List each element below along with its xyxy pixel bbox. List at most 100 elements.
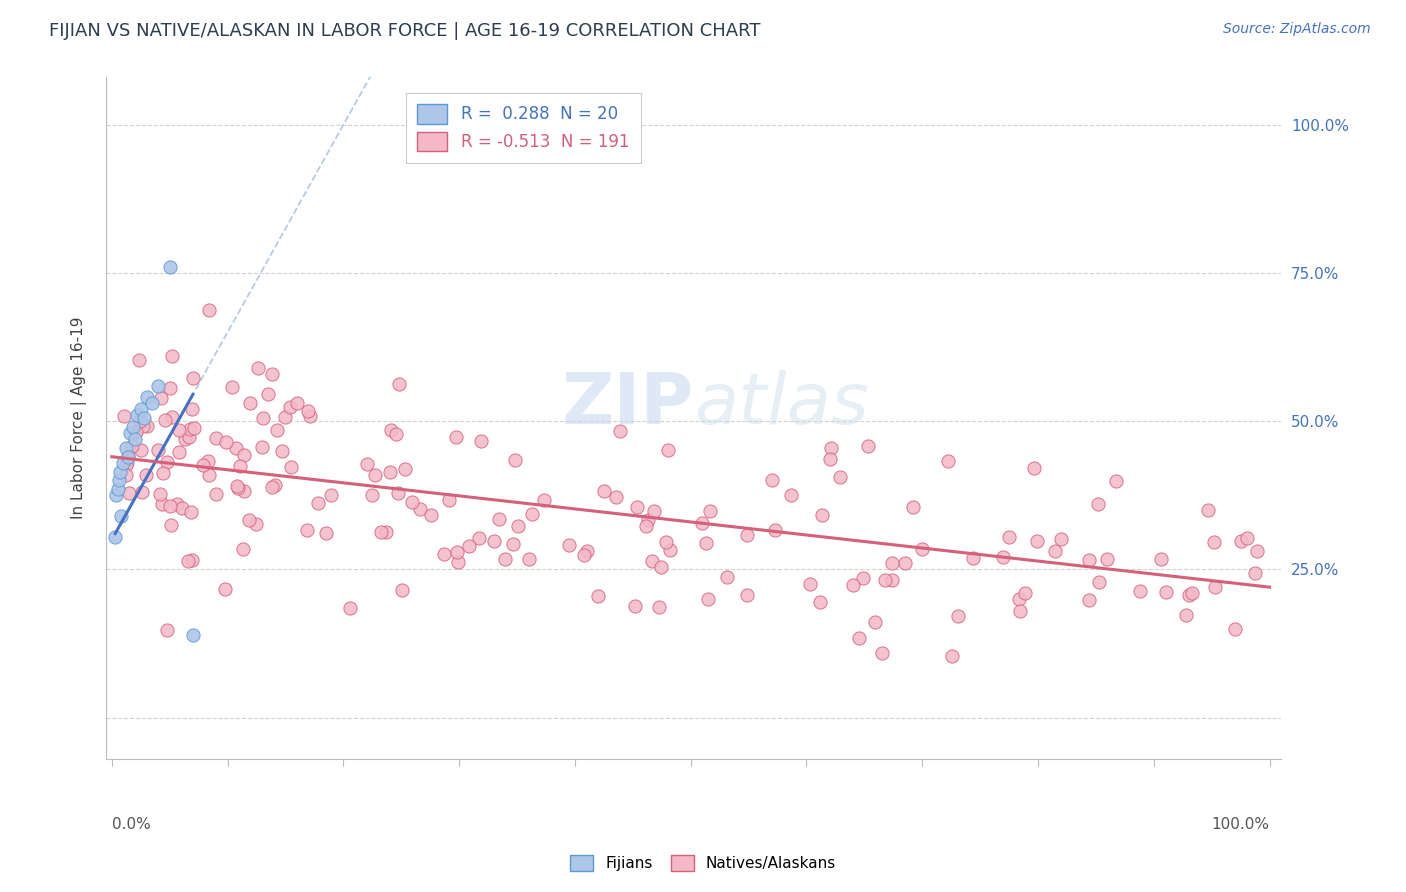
Point [260, 368, 283, 382]
Point [356, 458, 378, 472]
Point [901, 500, 924, 514]
Point [159, 260, 181, 274]
Point [911, 542, 934, 557]
Point [828, 469, 851, 483]
Point [166, 497, 188, 511]
Point [848, 631, 870, 645]
Point [1225, 622, 1247, 636]
Point [375, 524, 398, 539]
Point [716, 570, 738, 584]
Point [470, 434, 492, 448]
Point [856, 439, 879, 453]
Point [1077, 593, 1099, 607]
Point [114, 441, 136, 455]
Point [1246, 544, 1268, 558]
Point [1104, 474, 1126, 488]
Point [264, 478, 287, 492]
Point [162, 350, 184, 364]
Point [129, 414, 152, 428]
Point [221, 380, 243, 394]
Point [636, 519, 658, 533]
Point [446, 545, 468, 559]
Point [115, 467, 138, 482]
Point [232, 448, 254, 462]
Point [391, 582, 413, 597]
Point [1204, 580, 1226, 594]
Point [380, 465, 402, 479]
Point [172, 500, 194, 515]
Point [444, 430, 467, 444]
Point [238, 513, 260, 527]
Point [370, 525, 392, 540]
Point [129, 402, 152, 417]
Point [107, 483, 129, 497]
Point [761, 474, 783, 488]
Text: Source: ZipAtlas.com: Source: ZipAtlas.com [1223, 22, 1371, 37]
Point [852, 570, 875, 584]
Point [880, 573, 903, 587]
Point [659, 542, 682, 557]
Point [232, 541, 254, 556]
Point [409, 501, 432, 516]
Point [307, 496, 329, 510]
Point [229, 459, 252, 474]
Point [873, 573, 896, 587]
Point [179, 422, 201, 436]
Point [593, 483, 616, 498]
Point [609, 424, 631, 438]
Point [124, 432, 146, 446]
Point [494, 552, 516, 566]
Point [177, 429, 200, 443]
Point [173, 432, 195, 446]
Point [533, 492, 555, 507]
Point [380, 423, 402, 437]
Point [623, 599, 645, 614]
Point [1087, 574, 1109, 589]
Point [517, 552, 540, 566]
Point [285, 396, 308, 410]
Point [127, 409, 149, 423]
Text: ZIP: ZIP [561, 370, 693, 439]
Point [215, 435, 238, 450]
Point [1244, 566, 1267, 581]
Point [298, 409, 321, 423]
Point [637, 513, 659, 527]
Point [129, 442, 152, 457]
Point [225, 441, 247, 455]
Point [503, 453, 526, 467]
Point [1129, 584, 1152, 599]
Point [256, 386, 278, 401]
Point [128, 352, 150, 367]
Point [274, 409, 297, 424]
Point [159, 499, 181, 513]
Text: 0.0%: 0.0% [112, 817, 150, 832]
Point [247, 360, 270, 375]
Point [1197, 503, 1219, 517]
Point [278, 401, 301, 415]
Point [233, 483, 256, 498]
Point [880, 556, 903, 570]
Point [763, 523, 786, 537]
Point [735, 528, 758, 542]
Point [117, 449, 139, 463]
Point [270, 443, 292, 458]
Point [181, 627, 204, 641]
Point [180, 505, 202, 519]
Point [1181, 585, 1204, 599]
Point [252, 411, 274, 425]
Point [181, 401, 204, 416]
Legend: Fijians, Natives/Alaskans: Fijians, Natives/Alaskans [564, 849, 842, 877]
Point [132, 419, 155, 434]
Point [506, 518, 529, 533]
Point [198, 467, 221, 482]
Point [214, 582, 236, 597]
Point [998, 530, 1021, 544]
Point [558, 538, 581, 552]
Point [387, 485, 409, 500]
Point [522, 507, 544, 521]
Point [818, 452, 841, 467]
Point [605, 491, 627, 505]
Point [245, 516, 267, 531]
Point [643, 504, 665, 518]
Point [1154, 585, 1177, 599]
